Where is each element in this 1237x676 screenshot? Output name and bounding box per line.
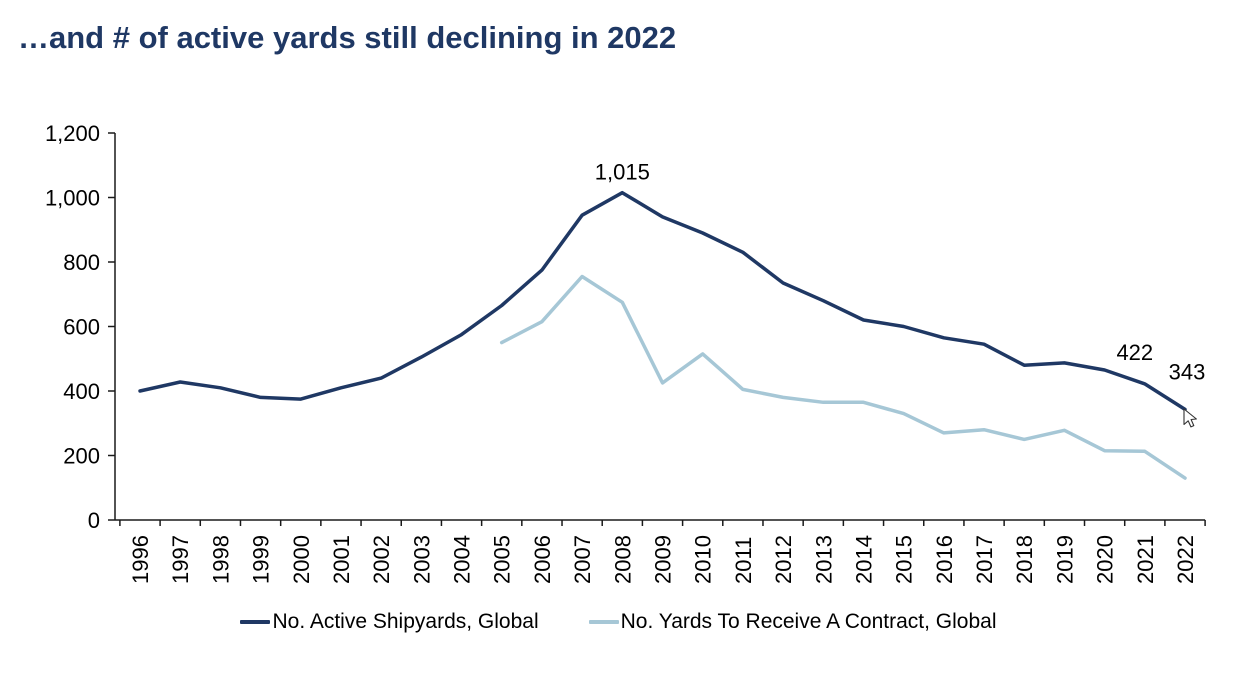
- x-tick-label: 2019: [1052, 535, 1077, 584]
- x-tick-label: 2003: [409, 535, 434, 584]
- series-line-0: [138, 190, 1187, 412]
- x-tick-label: 2018: [1012, 535, 1037, 584]
- legend-item-active-shipyards: No. Active Shipyards, Global: [240, 610, 539, 634]
- y-tick-label: 600: [63, 315, 100, 340]
- legend-line-swatch-light: [588, 620, 619, 624]
- x-tick-label: 2021: [1133, 535, 1158, 584]
- y-tick-label: 400: [63, 379, 100, 404]
- x-tick-label: 2017: [972, 535, 997, 584]
- x-tick-label: 1998: [208, 535, 233, 584]
- line-chart-canvas: 0 200 400 600 800 1,000 1,200 1996 1997 1998 1999 2…: [45, 121, 1206, 584]
- x-tick-label: 2007: [570, 535, 595, 584]
- x-tick-label: 2020: [1093, 535, 1118, 584]
- data-label: 1,015: [595, 160, 650, 185]
- x-tick-label: 2010: [691, 535, 716, 584]
- x-tick-label: 2012: [771, 535, 796, 584]
- x-tick-label: 2015: [892, 535, 917, 584]
- x-tick-label: 2009: [651, 535, 676, 584]
- legend-label-active-shipyards: No. Active Shipyards, Global: [272, 610, 539, 633]
- legend-item-yards-contract: No. Yards To Receive A Contract, Global: [588, 610, 997, 634]
- legend-line-swatch-dark: [240, 620, 271, 624]
- y-tick-label: 1,000: [45, 186, 100, 211]
- x-tick-label: 1996: [128, 535, 153, 584]
- x-tick-label: 1999: [249, 535, 274, 584]
- legend-label-yards-contract: No. Yards To Receive A Contract, Global: [620, 610, 997, 633]
- data-label: 343: [1169, 359, 1206, 384]
- y-tick-label: 800: [63, 250, 100, 275]
- x-tick-label: 2014: [851, 535, 876, 584]
- y-tick-label: 200: [63, 444, 100, 469]
- x-tick-label: 2013: [811, 535, 836, 584]
- x-tick-label: 2004: [450, 535, 475, 584]
- chart-legend: No. Active Shipyards, Global No. Yards T…: [0, 610, 1237, 634]
- y-tick-label: 0: [88, 508, 100, 533]
- series-line-1: [499, 274, 1187, 480]
- x-tick-label: 2002: [369, 535, 394, 584]
- x-tick-label: 2001: [329, 535, 354, 584]
- chart-title: …and # of active yards still declining i…: [18, 20, 677, 55]
- x-tick-label: 1997: [168, 535, 193, 584]
- y-tick-label: 1,200: [45, 121, 100, 146]
- x-tick-label: 2000: [289, 535, 314, 584]
- x-tick-label: 2011: [731, 537, 756, 584]
- x-tick-label: 2016: [932, 535, 957, 584]
- x-tick-label: 2022: [1173, 535, 1198, 584]
- x-tick-label: 2006: [530, 535, 555, 584]
- x-tick-label: 2008: [610, 535, 635, 584]
- data-label: 422: [1116, 340, 1153, 365]
- x-tick-label: 2005: [490, 535, 515, 584]
